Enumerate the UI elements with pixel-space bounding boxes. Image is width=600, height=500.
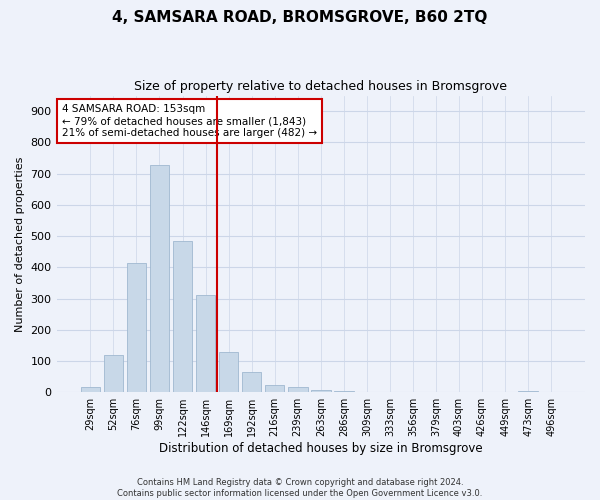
- Text: 4 SAMSARA ROAD: 153sqm
← 79% of detached houses are smaller (1,843)
21% of semi-: 4 SAMSARA ROAD: 153sqm ← 79% of detached…: [62, 104, 317, 138]
- Title: Size of property relative to detached houses in Bromsgrove: Size of property relative to detached ho…: [134, 80, 507, 93]
- Bar: [196, 295, 215, 392]
- Bar: [518, 390, 538, 392]
- Bar: [127, 262, 146, 392]
- Bar: [219, 352, 238, 392]
- Y-axis label: Number of detached properties: Number of detached properties: [15, 156, 25, 332]
- Bar: [334, 390, 353, 392]
- Bar: [80, 386, 100, 392]
- Bar: [265, 386, 284, 392]
- Text: 4, SAMSARA ROAD, BROMSGROVE, B60 2TQ: 4, SAMSARA ROAD, BROMSGROVE, B60 2TQ: [112, 10, 488, 25]
- Bar: [104, 354, 123, 392]
- Bar: [242, 372, 262, 392]
- Bar: [311, 390, 331, 392]
- X-axis label: Distribution of detached houses by size in Bromsgrove: Distribution of detached houses by size …: [159, 442, 482, 455]
- Bar: [288, 386, 308, 392]
- Bar: [149, 165, 169, 392]
- Bar: [173, 242, 193, 392]
- Text: Contains HM Land Registry data © Crown copyright and database right 2024.
Contai: Contains HM Land Registry data © Crown c…: [118, 478, 482, 498]
